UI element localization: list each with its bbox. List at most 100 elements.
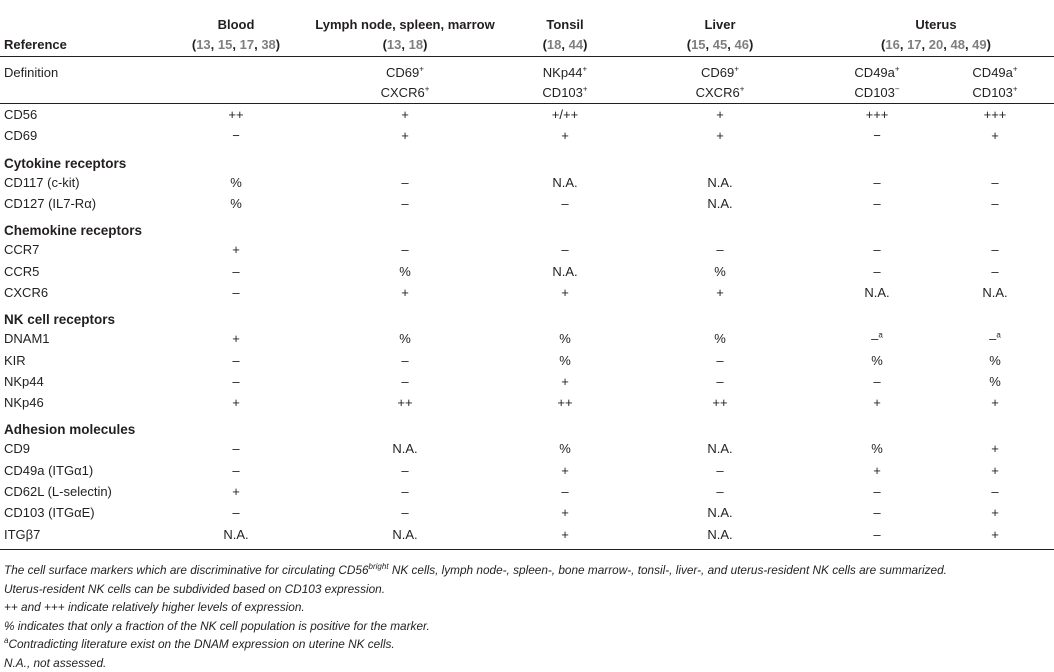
section-header-row: Adhesion molecules (0, 413, 1054, 438)
table-footnotes: The cell surface markers which are discr… (4, 561, 947, 672)
footnote-4: % indicates that only a fraction of the … (4, 617, 947, 636)
table-cell: – (170, 349, 302, 370)
marker-label: DNAM1 (0, 328, 170, 349)
definition-marker: CXCR6+ (626, 83, 814, 103)
marker-label: CXCR6 (0, 282, 170, 303)
table-row: CD56++++/+++++++++ (0, 104, 1054, 125)
table-cell: % (818, 349, 936, 370)
table-cell: + (170, 328, 302, 349)
definition-marker: CD103+ (940, 83, 1050, 103)
table-cell: % (302, 260, 508, 281)
table-cell: – (936, 172, 1054, 193)
table-cell: – (302, 460, 508, 481)
definition-row: Definition CD69+CXCR6+ NKp44+CD103+ CD69… (0, 57, 1054, 104)
table-cell: + (622, 104, 818, 125)
footnote-1: The cell surface markers which are discr… (4, 561, 947, 580)
reference-link: 48 (950, 37, 964, 52)
table-cell: – (936, 481, 1054, 502)
refs-liver: (15, 45, 46) (622, 32, 818, 57)
refs-lymph: (13, 18) (302, 32, 508, 57)
ref-paren: ) (423, 37, 427, 52)
col-header-tonsil: Tonsil (508, 0, 622, 32)
definition-cell: CD69+CXCR6+ (302, 57, 508, 104)
table-cell: ++ (622, 392, 818, 413)
table-cell: + (170, 392, 302, 413)
table-cell: ++ (508, 392, 622, 413)
section-label: Cytokine receptors (0, 147, 1054, 172)
ref-paren: ) (583, 37, 587, 52)
definition-label: Definition (0, 57, 170, 104)
marker-label: CD9 (0, 438, 170, 459)
definition-cell: CD49a+CD103+ (936, 57, 1054, 104)
header-row-names: Blood Lymph node, spleen, marrow Tonsil … (0, 0, 1054, 32)
table-cell: – (508, 239, 622, 260)
table-cell: + (302, 125, 508, 146)
table-row: CD62L (L-selectin)+––––– (0, 481, 1054, 502)
table-cell: – (302, 481, 508, 502)
table-body: Definition CD69+CXCR6+ NKp44+CD103+ CD69… (0, 57, 1054, 550)
table-cell: + (936, 502, 1054, 523)
table-cell: – (622, 239, 818, 260)
marker-label: CCR5 (0, 260, 170, 281)
table-cell: + (508, 125, 622, 146)
table-cell: – (818, 193, 936, 214)
table-cell: – (170, 260, 302, 281)
footnote-6: N.A., not assessed. (4, 654, 947, 672)
ref-separator: , (401, 37, 408, 52)
definition-marker: CD103− (822, 83, 932, 103)
table-cell: N.A. (508, 172, 622, 193)
marker-label: CD69 (0, 125, 170, 146)
definition-marker: CD69+ (306, 63, 504, 83)
definition-cell (170, 57, 302, 104)
table-row: CD69−+++−+ (0, 125, 1054, 146)
table-cell: – (818, 502, 936, 523)
table-cell: + (302, 282, 508, 303)
ref-separator: , (561, 37, 568, 52)
table-cell: % (508, 349, 622, 370)
header-row-refs: Reference (13, 15, 17, 38) (13, 18) (18,… (0, 32, 1054, 57)
table-cell: – (818, 239, 936, 260)
table-cell: N.A. (818, 282, 936, 303)
table-cell: + (622, 125, 818, 146)
table-row: CCR7+––––– (0, 239, 1054, 260)
table-cell: – (302, 502, 508, 523)
table-cell: + (508, 460, 622, 481)
table-cell: % (818, 438, 936, 459)
reference-link: 15 (691, 37, 705, 52)
definition-marker: CD49a+ (822, 63, 932, 83)
table-cell: ++ (170, 104, 302, 125)
table-cell: % (936, 349, 1054, 370)
table-cell: + (622, 282, 818, 303)
table-row: CD127 (IL7-Rα)%––N.A.–– (0, 193, 1054, 214)
table-cell: % (508, 328, 622, 349)
reference-link: 17 (240, 37, 254, 52)
table-row: DNAM1+%%%–a–a (0, 328, 1054, 349)
marker-label: NKp46 (0, 392, 170, 413)
table-cell: N.A. (622, 523, 818, 544)
table-cell: – (508, 481, 622, 502)
table-cell: – (170, 371, 302, 392)
table-cell: – (302, 239, 508, 260)
table-cell: + (302, 104, 508, 125)
reference-link: 13 (196, 37, 210, 52)
marker-label: CD49a (ITGα1) (0, 460, 170, 481)
table-cell: – (622, 460, 818, 481)
table-cell: –a (818, 328, 936, 349)
table-cell: – (622, 349, 818, 370)
reference-link: 18 (409, 37, 423, 52)
table-cell: +++ (936, 104, 1054, 125)
table-cell: % (622, 260, 818, 281)
table-cell: – (818, 260, 936, 281)
table-cell: + (170, 481, 302, 502)
refs-tonsil: (18, 44) (508, 32, 622, 57)
table-cell: +++ (818, 104, 936, 125)
table-cell: ++ (302, 392, 508, 413)
table-cell: % (170, 172, 302, 193)
table-row: CCR5–%N.A.%–– (0, 260, 1054, 281)
ref-separator: , (211, 37, 218, 52)
table-cell: – (818, 523, 936, 544)
ref-separator: , (706, 37, 713, 52)
col-header-liver: Liver (622, 0, 818, 32)
table-cell: – (818, 481, 936, 502)
